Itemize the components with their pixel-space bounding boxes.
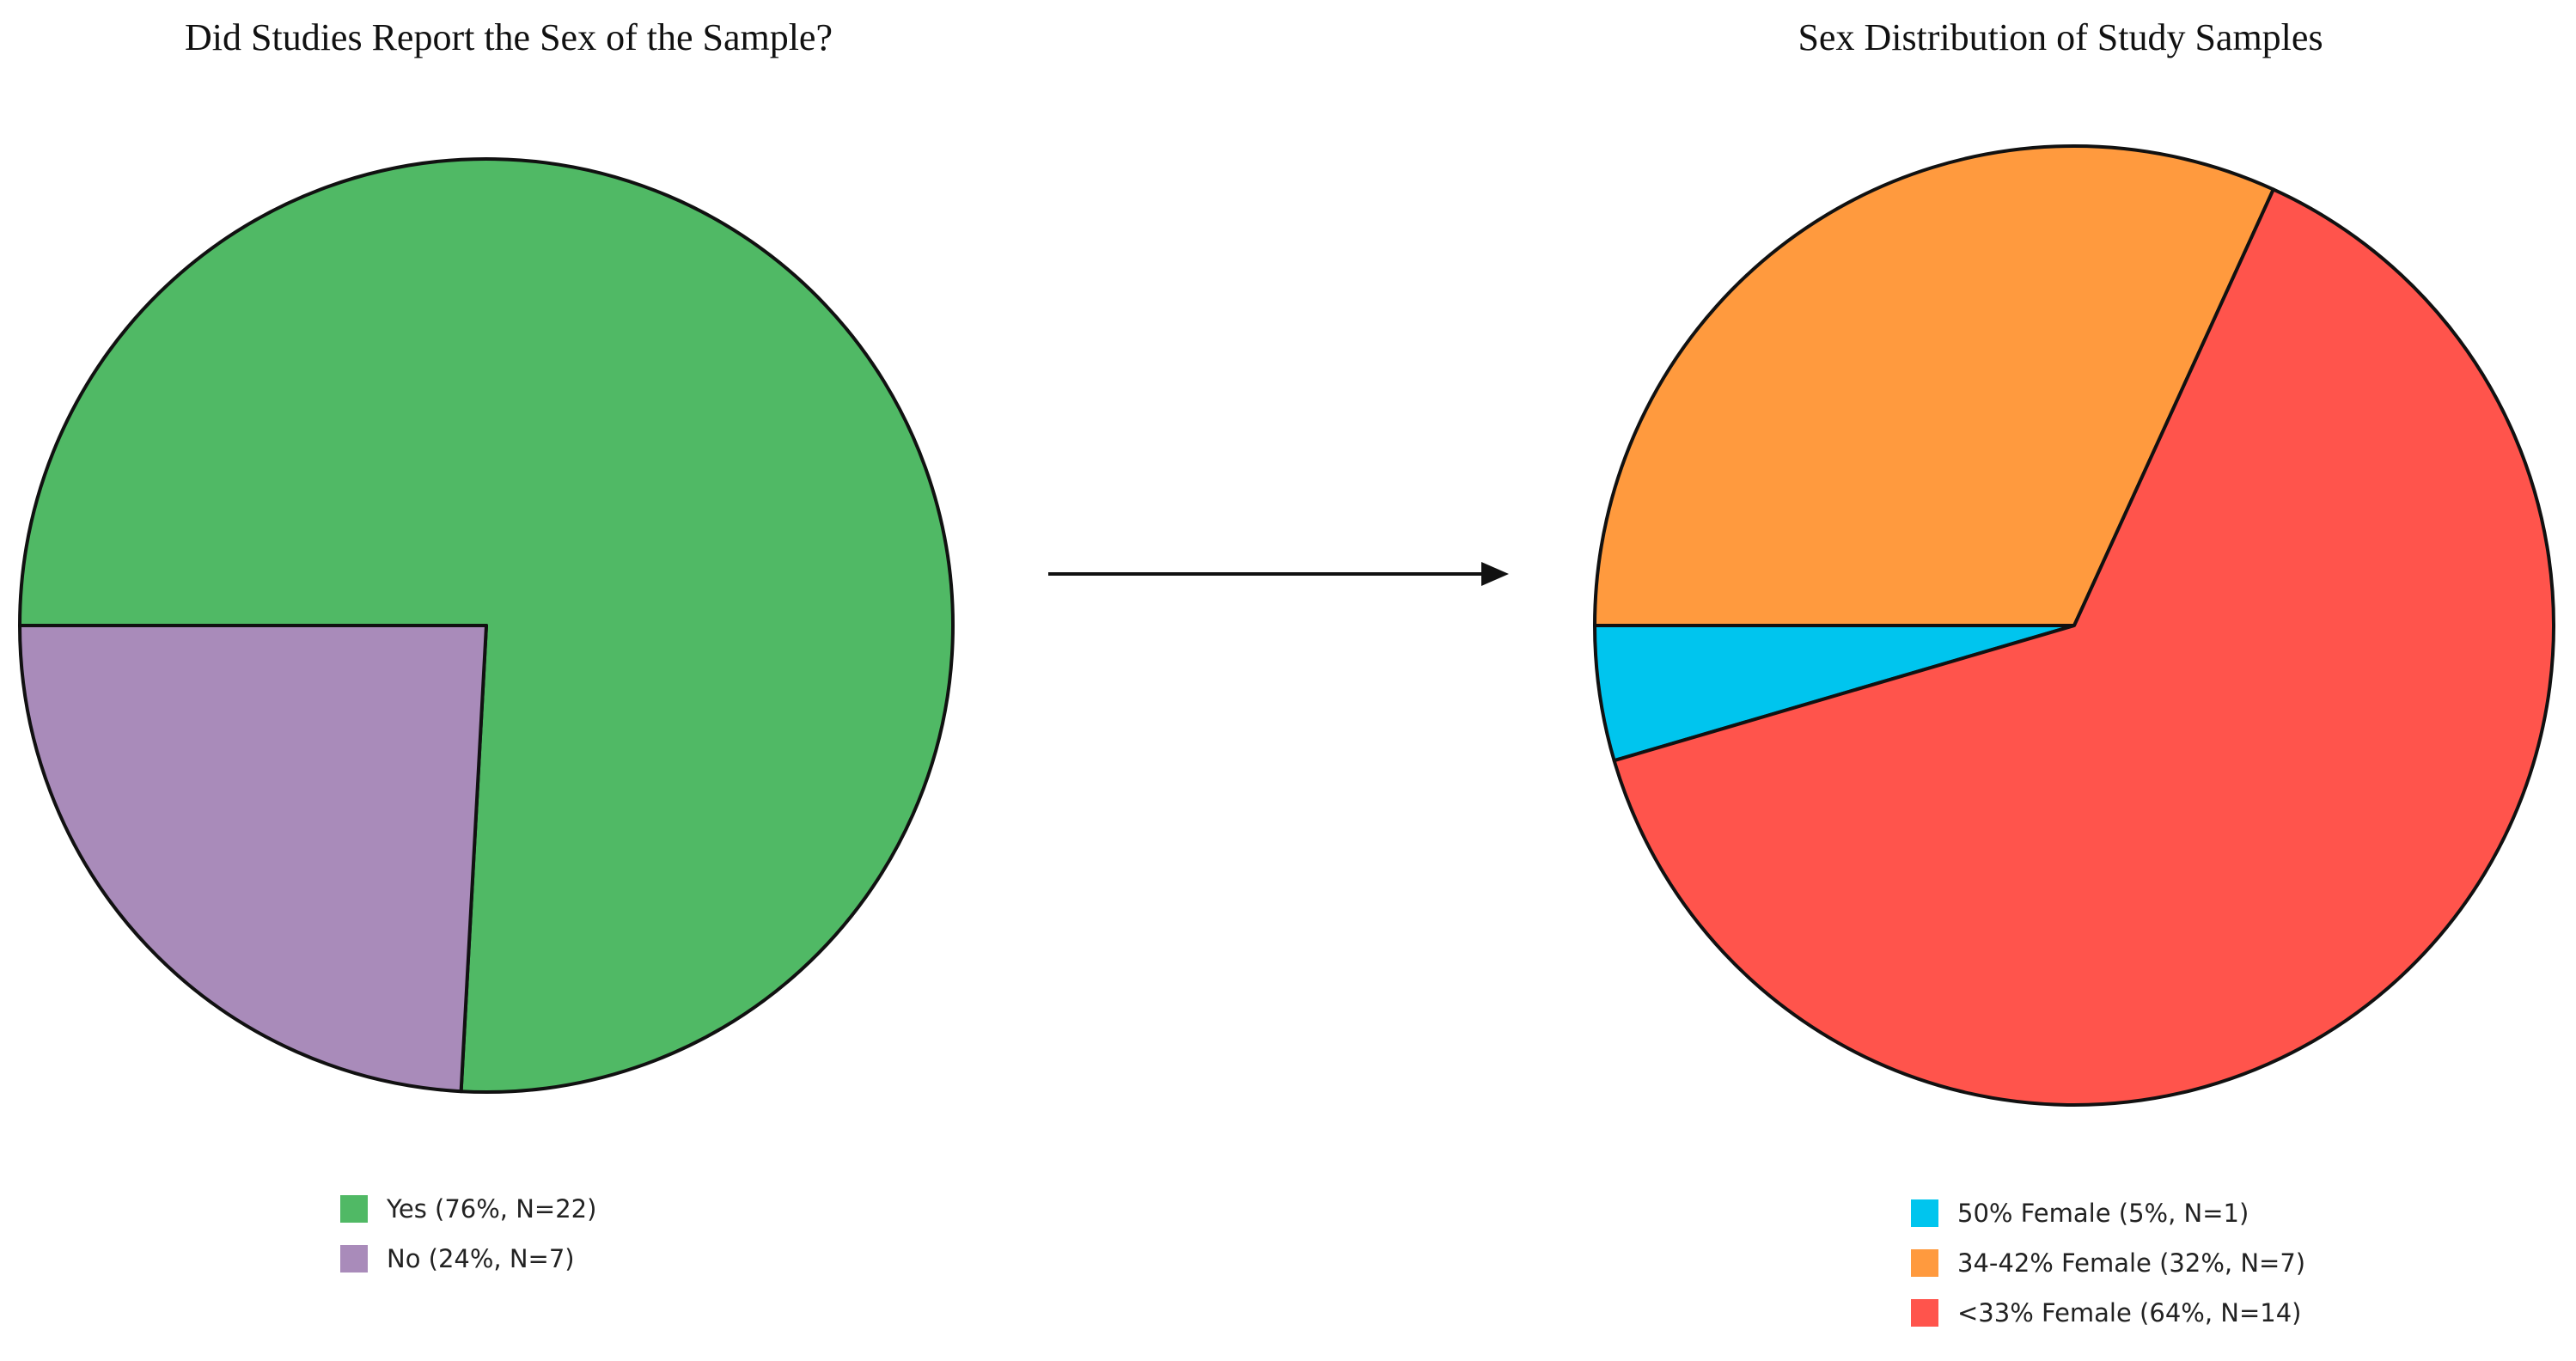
legend-item-under-33-female: <33% Female (64%, N=14) [1911, 1288, 2305, 1338]
legend-label-under-33-female: <33% Female (64%, N=14) [1957, 1298, 2302, 1327]
legend-label-yes: Yes (76%, N=22) [387, 1194, 597, 1224]
pie-slice-34-42-female [1593, 144, 2275, 627]
legend-item-no: No (24%, N=7) [340, 1234, 596, 1284]
chart-title-sex-distribution: Sex Distribution of Study Samples [1798, 16, 2323, 58]
pie-chart-sex-reported [18, 157, 955, 1094]
pie-slice-under-33-female [1612, 187, 2555, 1107]
legend-sex-distribution: 50% Female (5%, N=1) 34-42% Female (32%,… [1911, 1188, 2305, 1338]
legend-label-50-female: 50% Female (5%, N=1) [1957, 1199, 2249, 1228]
legend-sex-reported: Yes (76%, N=22) No (24%, N=7) [340, 1184, 596, 1284]
legend-item-50-female: 50% Female (5%, N=1) [1911, 1188, 2305, 1238]
legend-label-no: No (24%, N=7) [387, 1244, 575, 1273]
chart-title-sex-reported: Did Studies Report the Sex of the Sample… [185, 16, 833, 58]
legend-item-34-42-female: 34-42% Female (32%, N=7) [1911, 1238, 2305, 1288]
legend-swatch-yes [340, 1195, 368, 1223]
arrow-head [1481, 562, 1509, 586]
pie-slice-no [18, 624, 488, 1094]
legend-label-34-42-female: 34-42% Female (32%, N=7) [1957, 1248, 2306, 1278]
arrow-connector [1048, 562, 1509, 586]
legend-swatch-no [340, 1245, 368, 1273]
pie-chart-sex-distribution [1593, 144, 2555, 1107]
legend-swatch-under-33-female [1911, 1299, 1938, 1327]
legend-swatch-34-42-female [1911, 1249, 1938, 1277]
legend-swatch-50-female [1911, 1199, 1938, 1227]
legend-item-yes: Yes (76%, N=22) [340, 1184, 596, 1234]
